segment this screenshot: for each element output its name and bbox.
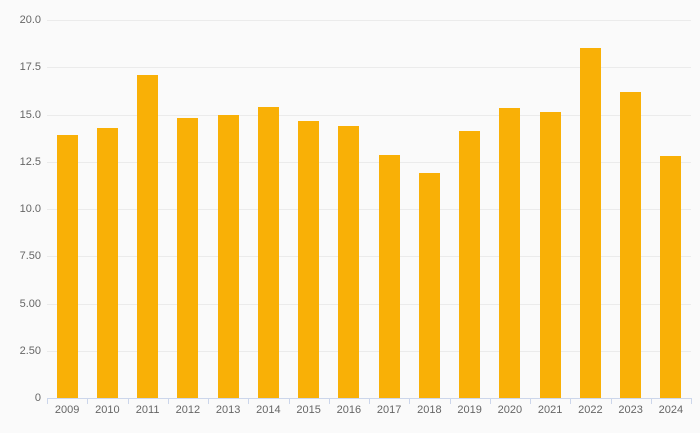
x-axis-tick-label: 2021 (537, 404, 563, 416)
x-axis-tick-mark (530, 398, 531, 404)
gridline (47, 350, 691, 352)
bar-2018[interactable] (418, 173, 440, 398)
y-axis-tick-label: 17.5 (19, 61, 41, 74)
gridline (47, 256, 691, 258)
x-axis-tick-label: 2015 (296, 404, 321, 416)
x-axis-tick-label: 2014 (256, 404, 281, 416)
x-axis-tick-label: 2019 (457, 404, 482, 416)
bar-2023[interactable] (620, 91, 642, 398)
x-axis-tick-mark (208, 398, 209, 404)
bar-2019[interactable] (459, 130, 481, 398)
x-axis-tick-mark (87, 398, 89, 404)
bar-2015[interactable] (298, 121, 320, 398)
x-axis-tick-mark (47, 398, 48, 404)
y-axis-tick-label: 12.5 (19, 155, 41, 168)
gridline (47, 20, 691, 21)
bar-2010[interactable] (96, 127, 118, 398)
bar-2017[interactable] (378, 155, 400, 398)
bar-2022[interactable] (579, 48, 601, 398)
x-axis-tick-mark (570, 398, 572, 404)
gridline (47, 209, 691, 210)
x-axis-tick-mark (127, 398, 129, 404)
x-axis-tick-label: 2024 (658, 404, 684, 416)
x-axis-tick-label: 2013 (215, 404, 241, 416)
x-axis-tick-mark (650, 398, 652, 404)
x-axis-tick-mark (248, 398, 250, 404)
bar-2020[interactable] (499, 107, 521, 398)
y-axis-tick-label: 20.0 (19, 14, 41, 26)
gridline (47, 161, 691, 163)
x-axis-tick-mark (691, 398, 692, 404)
y-axis-tick-label: 7.50 (19, 250, 41, 263)
x-axis-tick-label: 2012 (175, 404, 201, 416)
x-axis-tick-mark (409, 398, 411, 404)
x-axis-tick-mark (288, 398, 290, 404)
x-axis-tick-label: 2017 (376, 404, 402, 416)
bar-2011[interactable] (137, 74, 159, 398)
bar-2014[interactable] (257, 106, 279, 398)
bar-2013[interactable] (217, 114, 239, 398)
y-axis-tick-label: 15.0 (19, 108, 41, 121)
bar-2024[interactable] (660, 156, 682, 398)
bar-2021[interactable] (539, 111, 561, 398)
plot-area (47, 20, 692, 404)
x-axis-tick-mark (167, 398, 169, 404)
x-axis-tick-mark (328, 398, 330, 404)
x-axis-tick-mark (449, 398, 451, 404)
x-axis-tick-label: 2018 (417, 404, 442, 416)
bar-2016[interactable] (338, 125, 360, 398)
x-axis-tick-mark (369, 398, 370, 404)
x-axis-tick-label: 2009 (54, 404, 80, 416)
x-axis-tick-label: 2010 (95, 404, 120, 416)
y-axis-tick-label: 0 (34, 392, 41, 404)
bar-2012[interactable] (177, 118, 199, 398)
bar-2009[interactable] (56, 135, 78, 398)
y-axis-tick-label: 2.50 (19, 344, 41, 357)
x-axis-tick-label: 2023 (618, 404, 643, 416)
gridline (47, 303, 691, 305)
y-axis-tick-label: 5.00 (19, 297, 41, 310)
x-axis-tick-label: 2022 (578, 404, 603, 416)
x-axis-tick-mark (489, 398, 491, 404)
y-axis-tick-label: 10.0 (19, 203, 41, 215)
gridline (47, 114, 691, 116)
x-axis-tick-label: 2020 (497, 404, 523, 416)
x-axis-tick-label: 2016 (336, 404, 362, 416)
x-axis-tick-mark (610, 398, 612, 404)
x-axis-tick-label: 2011 (135, 404, 160, 416)
gridline (47, 67, 691, 69)
